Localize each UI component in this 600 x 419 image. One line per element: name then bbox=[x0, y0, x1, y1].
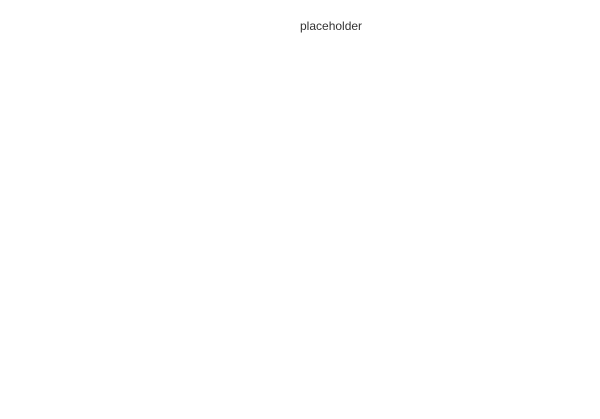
svg-text:placeholder: placeholder bbox=[300, 19, 362, 33]
